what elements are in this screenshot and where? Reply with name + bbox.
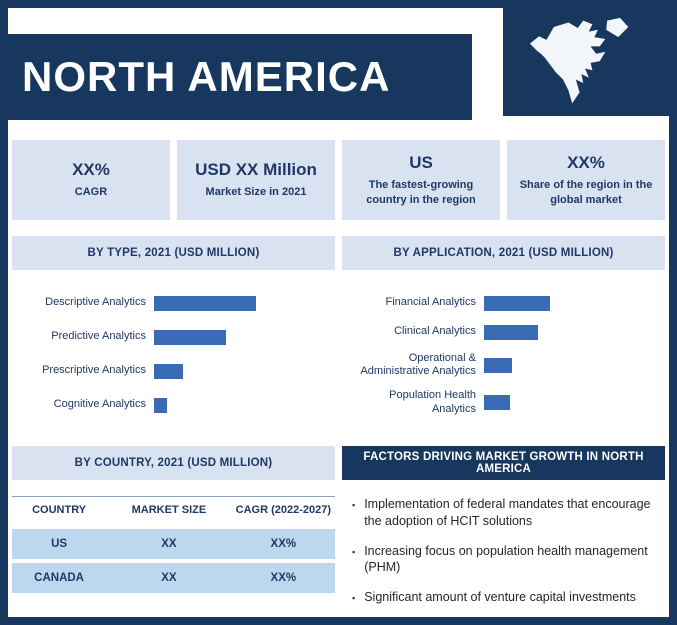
bar-category-label: Operational & Administrative Analytics <box>360 352 476 378</box>
north-america-map-icon <box>529 17 629 104</box>
bullet-square-icon: ▪ <box>352 593 356 604</box>
header: NORTH AMERICA <box>8 8 669 120</box>
bar-row: Prescriptive Analytics <box>16 362 331 380</box>
stat-value: XX% <box>72 160 110 180</box>
table-row-canada: CANADA XX XX% <box>12 562 335 593</box>
region-title-block: NORTH AMERICA <box>8 34 472 120</box>
bar-category-label: Descriptive Analytics <box>45 296 146 309</box>
stat-value: USD XX Million <box>195 160 317 180</box>
stat-box-cagr: XX% CAGR <box>12 140 170 220</box>
bar-category-label: Predictive Analytics <box>51 330 146 343</box>
bar-row: Cognitive Analytics <box>16 396 331 414</box>
stat-box-global-share: XX% Share of the region in the global ma… <box>507 140 665 220</box>
column-header-country: COUNTRY <box>12 495 107 525</box>
bar <box>154 295 256 311</box>
bar-category-label: Clinical Analytics <box>394 325 476 338</box>
bar-track <box>154 397 256 413</box>
bullet-square-icon: ▪ <box>352 546 356 557</box>
table-header-row: COUNTRY MARKET SIZE CAGR (2022-2027) <box>12 495 335 525</box>
map-block <box>503 8 669 116</box>
bar <box>154 329 227 345</box>
stat-box-market-size: USD XX Million Market Size in 2021 <box>177 140 335 220</box>
column-header-market-size: MARKET SIZE <box>106 495 232 525</box>
bar-category-label: Financial Analytics <box>385 296 477 309</box>
bar-track <box>154 363 256 379</box>
bar-row: Descriptive Analytics <box>16 294 331 312</box>
factor-text: Significant amount of venture capital in… <box>364 590 636 605</box>
stat-label: CAGR <box>74 186 108 199</box>
by-application-header: BY APPLICATION, 2021 (USD MILLION) <box>342 236 665 270</box>
bar-category-label: Prescriptive Analytics <box>42 364 146 377</box>
factors-panel: FACTORS DRIVING MARKET GROWTH IN NORTH A… <box>342 445 665 617</box>
bar-track <box>484 324 550 340</box>
bar <box>484 324 539 340</box>
column-header-cagr: CAGR (2022-2027) <box>231 495 335 525</box>
by-country-panel: BY COUNTRY, 2021 (USD MILLION) COUNTRY M… <box>12 445 335 617</box>
bar-track <box>154 295 256 311</box>
table-row-us: US XX XX% <box>12 528 335 559</box>
list-item: ▪ Implementation of federal mandates tha… <box>352 496 661 530</box>
by-type-header: BY TYPE, 2021 (USD MILLION) <box>12 236 335 270</box>
stat-value: XX% <box>567 153 605 173</box>
bottom-row: BY COUNTRY, 2021 (USD MILLION) COUNTRY M… <box>12 445 665 617</box>
by-application-bar-chart: Financial Analytics Clinical Analytics O… <box>342 270 665 426</box>
country-table: COUNTRY MARKET SIZE CAGR (2022-2027) US … <box>12 492 335 597</box>
bar-track <box>484 295 550 311</box>
bar <box>484 295 550 311</box>
bar-row: Population Health Analytics <box>346 389 661 415</box>
bullet-square-icon: ▪ <box>352 499 356 510</box>
by-application-panel: BY APPLICATION, 2021 (USD MILLION) Finan… <box>342 236 665 426</box>
list-item: ▪ Significant amount of venture capital … <box>352 589 661 606</box>
bar-row: Financial Analytics <box>346 294 661 312</box>
bar <box>154 363 183 379</box>
bar-row: Clinical Analytics <box>346 323 661 341</box>
cell-country: CANADA <box>12 562 107 593</box>
stat-label: Share of the region in the global market <box>519 179 653 206</box>
factors-list: ▪ Implementation of federal mandates tha… <box>342 496 665 606</box>
bar-track <box>484 395 550 411</box>
cell-cagr: XX% <box>231 528 335 559</box>
bar <box>154 397 168 413</box>
bar-category-label: Population Health Analytics <box>389 389 476 415</box>
cell-country: US <box>12 528 107 559</box>
cell-market-size: XX <box>106 562 232 593</box>
cell-cagr: XX% <box>231 562 335 593</box>
factor-text: Increasing focus on population health ma… <box>364 543 648 575</box>
by-country-header: BY COUNTRY, 2021 (USD MILLION) <box>12 445 335 480</box>
page-title: NORTH AMERICA <box>22 53 391 100</box>
bar-row: Predictive Analytics <box>16 328 331 346</box>
bar-row: Operational & Administrative Analytics <box>346 352 661 378</box>
cell-market-size: XX <box>106 528 232 559</box>
factors-header: FACTORS DRIVING MARKET GROWTH IN NORTH A… <box>342 445 665 480</box>
by-type-bar-chart: Descriptive Analytics Predictive Analyti… <box>12 270 335 424</box>
list-item: ▪ Increasing focus on population health … <box>352 543 661 577</box>
charts-row: BY TYPE, 2021 (USD MILLION) Descriptive … <box>12 236 665 426</box>
stat-value: US <box>409 153 433 173</box>
bar-category-label: Cognitive Analytics <box>53 398 146 411</box>
factor-text: Implementation of federal mandates that … <box>364 496 651 528</box>
bar-track <box>484 357 550 373</box>
bar <box>484 395 510 411</box>
stat-box-fastest-country: US The fastest-growing country in the re… <box>342 140 500 220</box>
bar <box>484 357 513 373</box>
by-type-panel: BY TYPE, 2021 (USD MILLION) Descriptive … <box>12 236 335 426</box>
stat-label: The fastest-growing country in the regio… <box>366 179 476 206</box>
stats-row: XX% CAGR USD XX Million Market Size in 2… <box>12 140 665 220</box>
stat-label: Market Size in 2021 <box>205 186 307 199</box>
bar-track <box>154 329 256 345</box>
